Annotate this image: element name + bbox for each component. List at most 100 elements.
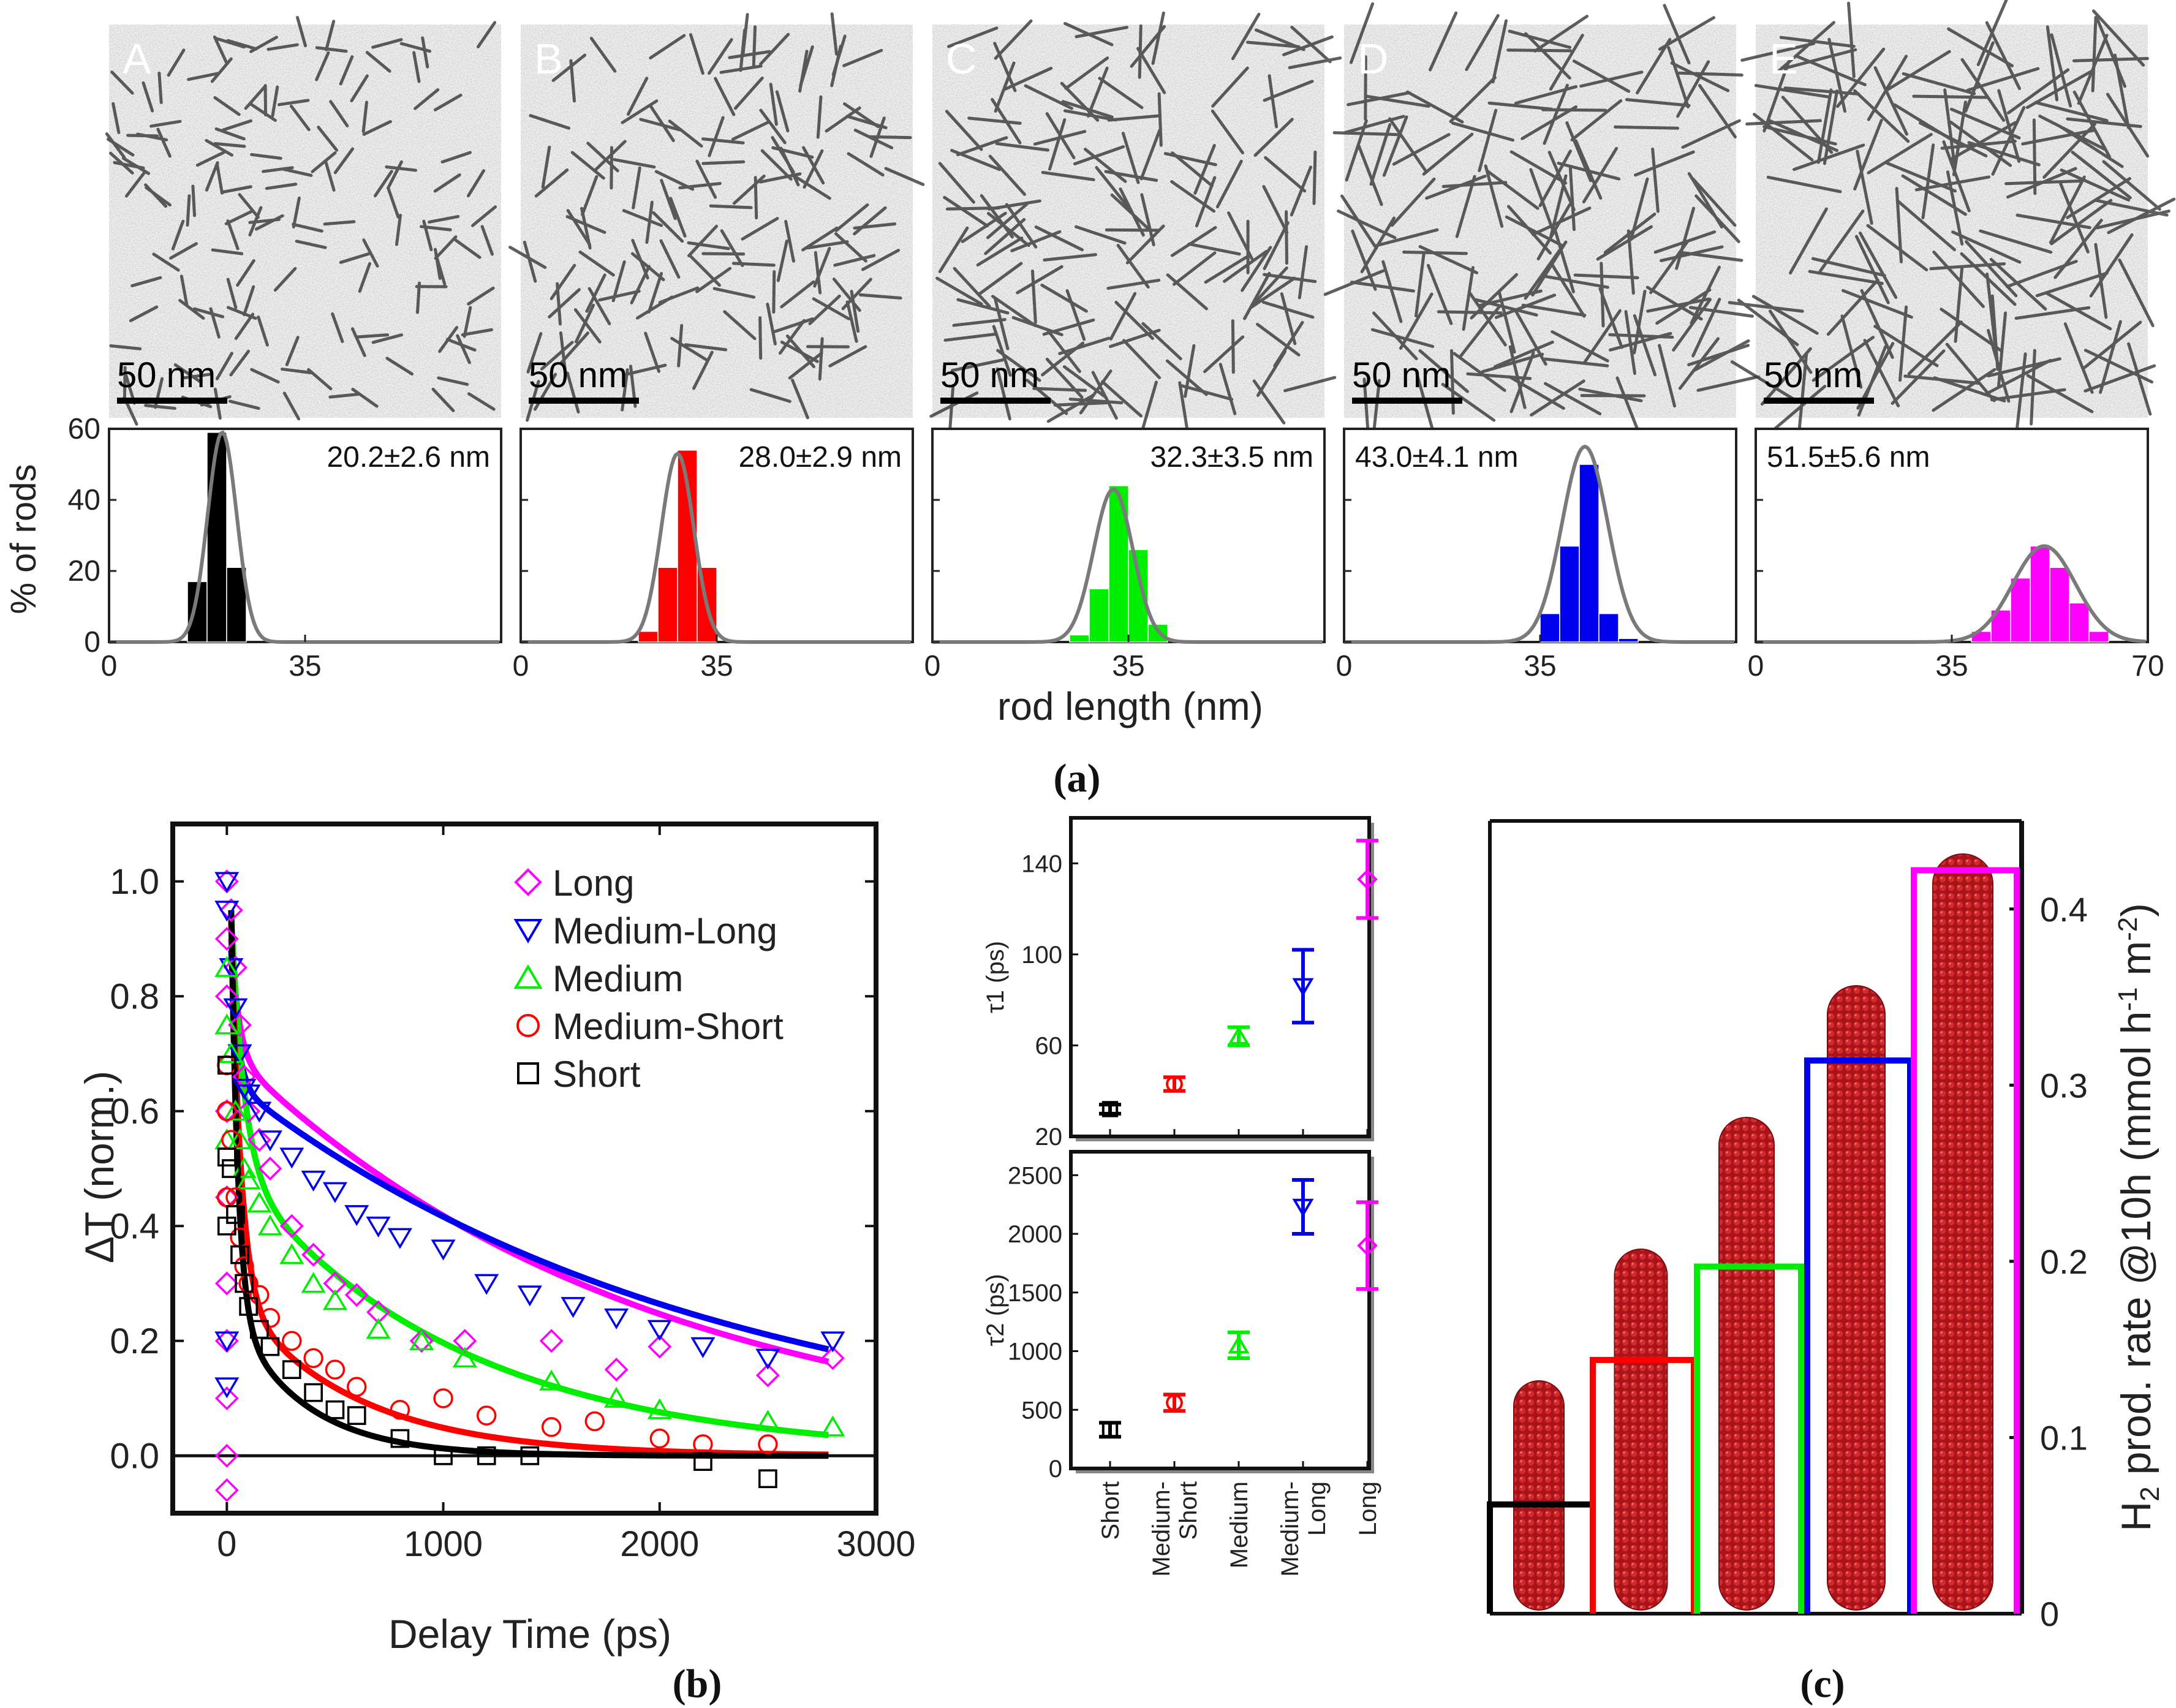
- bar-short: [1487, 1380, 1596, 1614]
- y-tick-label: 0.0: [110, 1436, 159, 1476]
- y-tick-label: 2500: [1008, 1162, 1062, 1189]
- data-point-medium: [647, 1398, 672, 1419]
- caption-c: (c): [1800, 1661, 1845, 1706]
- histogram-bar: [2088, 630, 2109, 643]
- data-point-medium: [452, 1347, 477, 1368]
- data-point-long: [214, 1271, 239, 1296]
- category-label: Medium-Short: [1148, 1481, 1202, 1577]
- data-point-medium-short: [347, 1377, 367, 1397]
- data-point-medium-long: [690, 1337, 716, 1358]
- data-point-long: [1357, 869, 1378, 890]
- data-point-medium-short: [390, 1400, 410, 1420]
- y-axis-label-part: H: [2113, 1502, 2159, 1532]
- category-label-line: Long: [1354, 1481, 1381, 1536]
- histogram-bar: [2030, 545, 2050, 643]
- data-point-medium-long: [257, 1130, 283, 1152]
- data-point-long: [366, 1300, 391, 1324]
- category-label-line: Long: [1304, 1481, 1331, 1536]
- scale-bar: [1764, 398, 1874, 404]
- legend-label: Long: [553, 863, 634, 904]
- y-tick-label: 0.4: [110, 1206, 159, 1246]
- data-point-long: [232, 1065, 257, 1089]
- category-label: Long: [1354, 1481, 1381, 1536]
- data-point-long: [301, 1242, 326, 1267]
- data-point-short: [226, 1205, 245, 1224]
- legend-marker: [516, 1014, 540, 1037]
- data-point-long: [214, 927, 239, 951]
- data-point-medium-short: [303, 1348, 323, 1369]
- data-point-medium: [223, 1099, 248, 1121]
- y-axis-label: τ2 (ps): [982, 1274, 1009, 1346]
- data-point-medium: [236, 1168, 261, 1190]
- data-point-medium-long: [247, 1102, 272, 1123]
- data-point-short: [304, 1383, 323, 1402]
- x-tick-label: 35: [1935, 650, 1968, 682]
- category-label-line: Short: [1175, 1481, 1202, 1540]
- y-tick-label: 1.0: [110, 862, 159, 902]
- data-point-medium-long: [301, 1170, 326, 1192]
- y-axis-label: H2 prod. rate @10h (mmol h-1 m-2): [2113, 903, 2165, 1532]
- x-tick-label: 2000: [620, 1524, 699, 1564]
- y-axis-label-part: 2: [2135, 1486, 2165, 1501]
- nanorods-image: [105, 16, 497, 426]
- data-point-medium: [604, 1386, 629, 1408]
- y-tick-label: 0.2: [110, 1321, 159, 1361]
- data-point-long: [214, 984, 239, 1008]
- data-point-medium-long: [227, 1044, 252, 1065]
- legend-marker: [513, 919, 543, 943]
- histogram-bar: [657, 567, 678, 643]
- histogram-bar: [1559, 545, 1580, 643]
- bar-outline: [1804, 1057, 1913, 1614]
- gaussian-fit-line: [109, 430, 499, 644]
- panel-b-transient-plot: 0 1000 2000 3000 0.0 0.2 0.4 0.6 0.8 1.0 Long Mediu…: [110, 822, 916, 1564]
- data-point-medium-long: [214, 1377, 240, 1399]
- data-point-long: [755, 1363, 780, 1388]
- length-stat-label: 51.5±5.6 nm: [1767, 441, 1930, 474]
- data-point-medium-long: [366, 1216, 391, 1238]
- data-point-medium-short: [541, 1417, 562, 1437]
- data-point-long: [247, 1128, 271, 1152]
- scale-bar-label: 50 nm: [940, 355, 1039, 395]
- y-axis-label-transient: ΔT (norm.): [77, 1071, 122, 1263]
- data-point-short: [390, 1429, 410, 1448]
- legend-label: Medium-Long: [553, 910, 777, 951]
- data-point-short: [282, 1360, 301, 1379]
- data-point-short: [260, 1337, 280, 1356]
- category-label-line: Medium: [1226, 1481, 1253, 1568]
- length-stat-label: 20.2±2.6 nm: [327, 441, 490, 474]
- data-point-medium-long: [1292, 978, 1314, 997]
- category-label-line: Short: [1097, 1481, 1124, 1540]
- data-point-medium-short: [282, 1331, 302, 1351]
- scale-bar: [529, 398, 639, 404]
- data-point-medium-long: [647, 1320, 672, 1341]
- tem-panel-c: C 50 nm 32.3±3.5 nm 0 35: [924, 11, 1342, 682]
- y-tick-label: 0: [1049, 1456, 1062, 1483]
- y-tick-label: 2000: [1008, 1221, 1062, 1248]
- data-point-medium: [820, 1415, 845, 1437]
- category-label: Short: [1097, 1481, 1124, 1540]
- data-point-medium-long: [387, 1228, 412, 1249]
- data-point-medium: [279, 1243, 304, 1264]
- data-point-medium-long: [236, 1084, 261, 1106]
- y-tick-label: 60: [68, 413, 100, 445]
- nanorods-image: [1323, 2, 1761, 445]
- data-point-long: [214, 1443, 239, 1468]
- data-point-medium: [247, 1191, 272, 1213]
- data-point-short: [239, 1297, 258, 1316]
- histogram-bar: [2049, 567, 2070, 643]
- tem-panel-a: A 50 nm 20.2±2.6 nm 0 35 0 20 40 60: [68, 16, 502, 682]
- data-point-medium-short: [476, 1405, 497, 1426]
- panel-letter: B: [534, 35, 563, 83]
- gaussian-fit-line: [1756, 544, 2146, 644]
- data-point-long: [214, 1478, 239, 1502]
- data-point-medium-short: [584, 1411, 605, 1432]
- scale-bar: [1352, 398, 1462, 404]
- data-point-medium: [322, 1289, 347, 1310]
- category-label-line: Medium-: [1277, 1481, 1304, 1577]
- y-tick-label: 20: [1035, 1124, 1063, 1151]
- data-point-short: [222, 1159, 241, 1178]
- data-point-medium-long: [214, 901, 240, 922]
- fit-line-medium: [228, 915, 829, 1438]
- data-point-medium: [214, 956, 240, 977]
- scale-bar-label: 50 nm: [1352, 355, 1451, 395]
